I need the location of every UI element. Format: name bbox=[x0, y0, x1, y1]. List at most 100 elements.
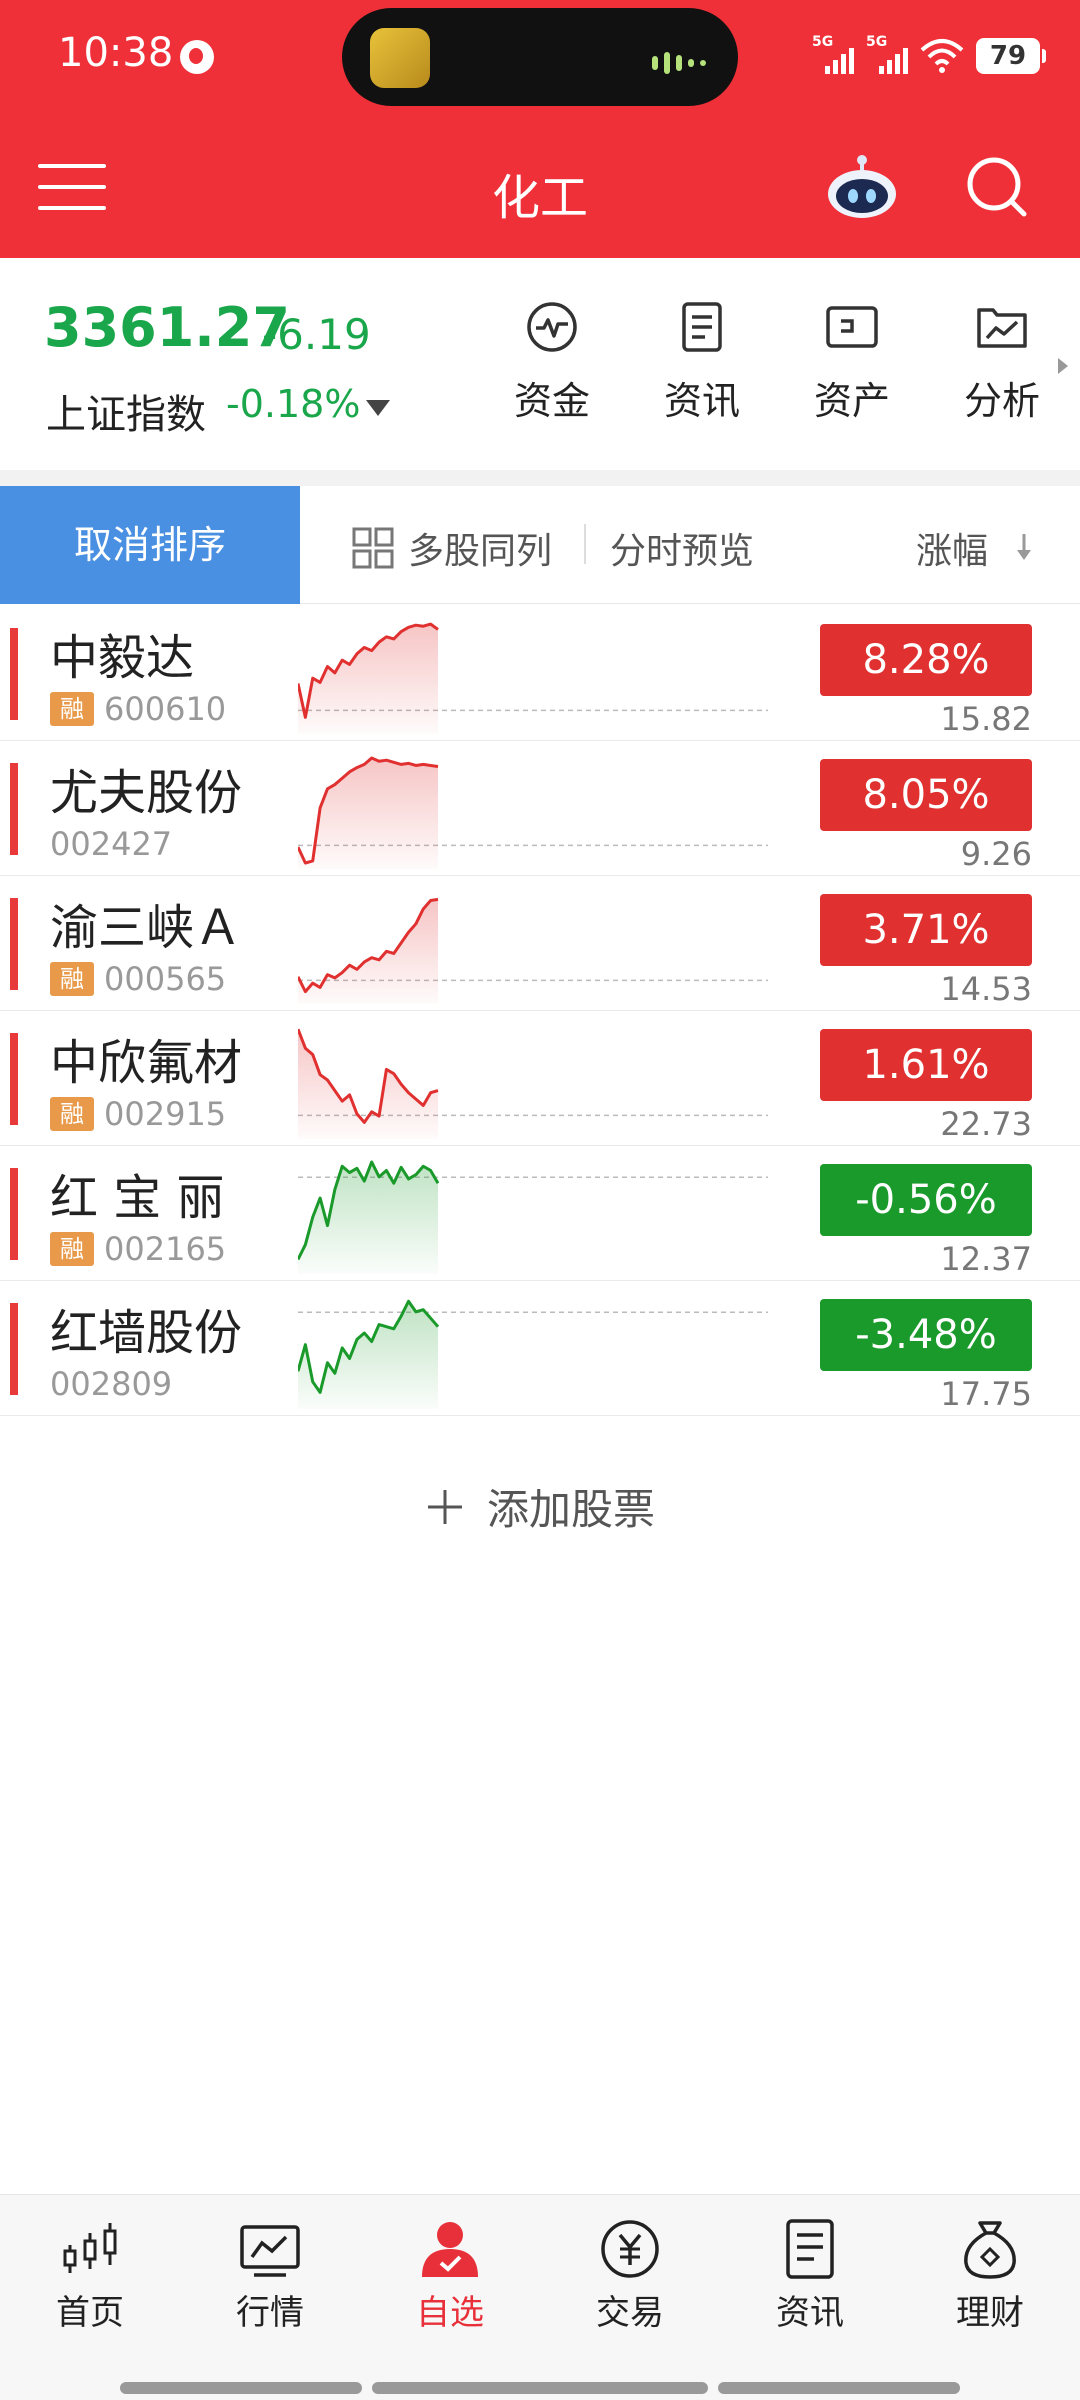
tab-home[interactable]: 首页 bbox=[20, 2219, 160, 2334]
money-bag-icon bbox=[964, 2221, 1016, 2279]
quick-action-asset[interactable]: 资产 bbox=[797, 300, 907, 425]
app-notification-icon bbox=[180, 40, 214, 74]
music-app-icon bbox=[370, 28, 430, 88]
stock-row[interactable]: 红 宝 丽融 002165 -0.56% 12.37 bbox=[0, 1146, 1080, 1281]
add-stock-label: 添加股票 bbox=[486, 1485, 655, 1534]
change-pct-badge[interactable]: 3.71% bbox=[820, 894, 1032, 966]
stock-name: 中欣氟材 bbox=[50, 1035, 243, 1091]
yuan-coin-icon bbox=[601, 2220, 659, 2278]
stock-price: 12.37 bbox=[940, 1240, 1032, 1278]
stock-price: 9.26 bbox=[960, 835, 1032, 873]
multi-stock-label: 多股同列 bbox=[408, 531, 553, 572]
tab-label: 理财 bbox=[956, 2293, 1024, 2333]
intraday-preview-button[interactable]: 分时预览 bbox=[610, 531, 755, 572]
sparkline-line bbox=[298, 897, 439, 994]
change-pct-badge[interactable]: -0.56% bbox=[820, 1164, 1032, 1236]
watchlist-person-icon bbox=[422, 2222, 478, 2277]
quick-action-news[interactable]: 资讯 bbox=[647, 300, 757, 425]
multi-stock-button[interactable]: 多股同列 bbox=[352, 522, 552, 574]
row-indicator-bar bbox=[10, 1168, 18, 1260]
market-chart-icon bbox=[240, 2225, 300, 2277]
stock-name: 尤夫股份 bbox=[50, 765, 243, 821]
sparkline-line bbox=[298, 756, 439, 865]
stock-name: 渝三峡Ａ bbox=[50, 900, 243, 956]
quick-action-label: 资产 bbox=[813, 379, 890, 423]
tab-news[interactable]: 资讯 bbox=[740, 2219, 880, 2334]
tab-label: 资讯 bbox=[776, 2293, 844, 2333]
tab-label: 首页 bbox=[56, 2293, 124, 2333]
bottom-tab-bar: 首页 行情 自选 交易 资讯 bbox=[0, 2194, 1080, 2400]
menu-icon[interactable] bbox=[38, 164, 106, 210]
stock-code: 000565 bbox=[104, 960, 227, 998]
sparkline-area bbox=[298, 1162, 438, 1274]
sparkline-line bbox=[298, 1299, 440, 1394]
dynamic-island[interactable] bbox=[342, 8, 738, 106]
stock-row[interactable]: 红墙股份 002809 -3.48% 17.75 bbox=[0, 1281, 1080, 1416]
stock-name: 中毅达 bbox=[50, 630, 195, 686]
plus-icon bbox=[427, 1489, 462, 1524]
quick-action-fund[interactable]: 资金 bbox=[497, 300, 607, 425]
audio-wave-icon bbox=[652, 52, 706, 74]
stock-row[interactable]: 中欣氟材融 002915 1.61% 22.73 bbox=[0, 1011, 1080, 1146]
row-indicator-bar bbox=[10, 628, 18, 720]
stock-name: 红 宝 丽 bbox=[50, 1170, 225, 1226]
sparkline-area bbox=[298, 624, 438, 734]
stock-code: 002427 bbox=[50, 825, 173, 863]
home-indicator bbox=[718, 2382, 960, 2394]
index-name[interactable]: 上证指数 bbox=[46, 392, 206, 438]
stock-price: 22.73 bbox=[940, 1105, 1032, 1143]
quick-action-label: 资讯 bbox=[663, 379, 740, 423]
sort-descending-icon bbox=[1017, 534, 1031, 560]
tab-watchlist[interactable]: 自选 bbox=[380, 2219, 520, 2334]
search-icon[interactable] bbox=[964, 154, 1030, 220]
stock-row[interactable]: 尤夫股份 002427 8.05% 9.26 bbox=[0, 741, 1080, 876]
row-indicator-bar bbox=[10, 1033, 18, 1125]
stock-name: 红墙股份 bbox=[50, 1305, 243, 1361]
margin-trading-badge: 融 bbox=[50, 962, 94, 996]
sort-by-change-button[interactable]: 涨幅 bbox=[916, 531, 989, 572]
sparkline-area bbox=[298, 1301, 438, 1409]
status-time: 10:38 bbox=[58, 30, 174, 76]
status-icons: 5G 5G 79 bbox=[812, 34, 1046, 78]
toolbar-separator bbox=[584, 524, 586, 564]
stock-row[interactable]: 中毅达融 600610 8.28% 15.82 bbox=[0, 606, 1080, 741]
tab-trade[interactable]: 交易 bbox=[560, 2219, 700, 2334]
index-value[interactable]: 3361.27 bbox=[44, 296, 290, 359]
change-pct-badge[interactable]: -3.48% bbox=[820, 1299, 1032, 1371]
sparkline-line bbox=[298, 1028, 439, 1124]
stock-price: 15.82 bbox=[940, 700, 1032, 738]
index-dropdown-icon[interactable] bbox=[366, 400, 390, 416]
quick-action-label: 分析 bbox=[963, 379, 1040, 423]
change-pct-badge[interactable]: 8.05% bbox=[820, 759, 1032, 831]
more-actions-arrow-icon[interactable] bbox=[1058, 358, 1068, 374]
cancel-sort-button[interactable]: 取消排序 bbox=[0, 486, 300, 604]
list-toolbar: 取消排序 多股同列 分时预览 涨幅 bbox=[0, 486, 1080, 604]
stock-code: 600610 bbox=[104, 690, 227, 728]
add-stock-button[interactable]: 添加股票 bbox=[0, 1476, 1080, 1537]
row-indicator-bar bbox=[10, 763, 18, 855]
candlestick-icon bbox=[63, 2223, 117, 2273]
sparkline-area bbox=[298, 1029, 438, 1139]
signal-icon: 5G bbox=[812, 34, 854, 78]
tab-wealth[interactable]: 理财 bbox=[920, 2219, 1060, 2334]
robot-assistant-icon[interactable] bbox=[824, 154, 900, 220]
intraday-sparkline bbox=[298, 622, 768, 734]
quick-action-analysis[interactable]: 分析 bbox=[947, 300, 1057, 425]
tab-label: 交易 bbox=[596, 2293, 664, 2333]
network-label: 5G bbox=[866, 34, 888, 50]
tab-market[interactable]: 行情 bbox=[200, 2219, 340, 2334]
stock-price: 17.75 bbox=[940, 1375, 1032, 1413]
change-pct-badge[interactable]: 8.28% bbox=[820, 624, 1032, 696]
change-pct-badge[interactable]: 1.61% bbox=[820, 1029, 1032, 1101]
analysis-chart-icon bbox=[977, 308, 1027, 348]
signal-icon: 5G bbox=[866, 34, 908, 78]
stock-row[interactable]: 渝三峡Ａ 融 000565 3.71% 14.53 bbox=[0, 876, 1080, 1011]
fund-flow-icon bbox=[527, 302, 577, 352]
sparkline-line bbox=[298, 622, 439, 719]
section-divider bbox=[0, 470, 1080, 486]
home-indicator bbox=[372, 2382, 708, 2394]
news-document-icon bbox=[682, 302, 722, 352]
page-title: 化工 bbox=[491, 170, 588, 226]
intraday-sparkline bbox=[298, 756, 768, 869]
app-header: 10:38 5G 5G 79 化工 bbox=[0, 0, 1080, 258]
